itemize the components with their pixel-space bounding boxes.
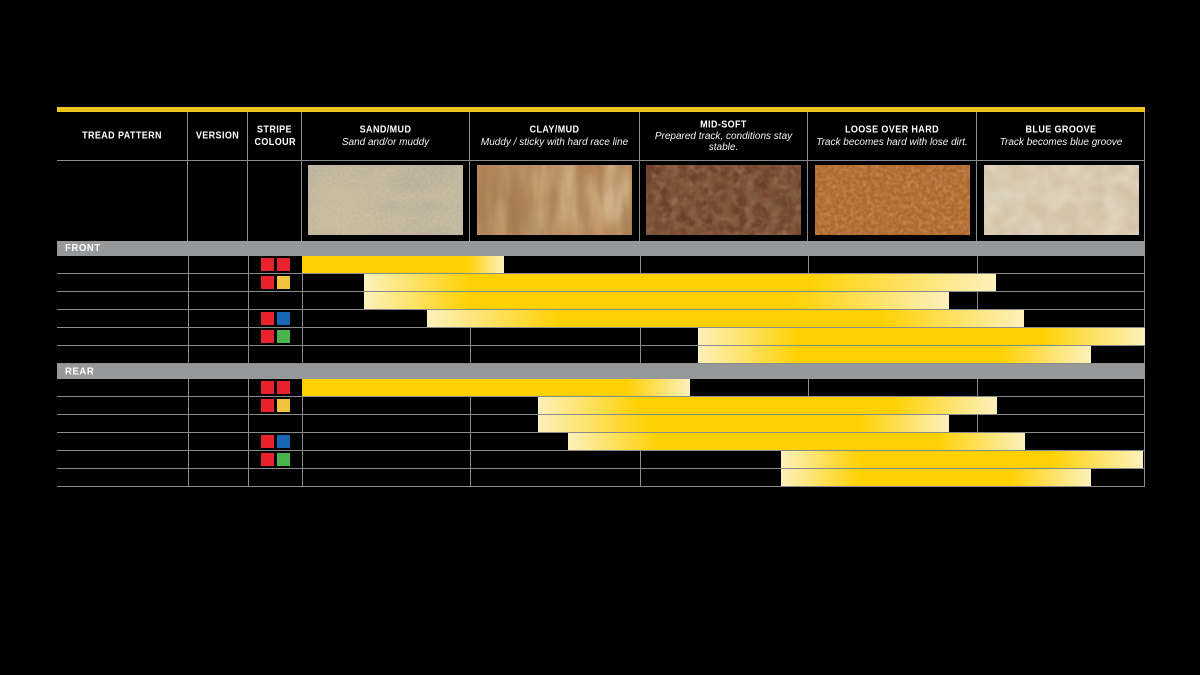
- column-gridline: [188, 256, 189, 364]
- accent-top-line: [57, 107, 1145, 112]
- column-title: BLUE GROOVE: [1025, 123, 1097, 135]
- section-label: FRONT: [65, 242, 101, 255]
- column-gridline: [248, 379, 249, 487]
- column-gridline: [188, 379, 189, 487]
- stripe-colour-swatch-green: [277, 453, 290, 466]
- mid-soft-terrain-image: [640, 161, 808, 241]
- column-subtitle: Muddy / sticky with hard race line: [480, 136, 629, 148]
- header-row: TREAD PATTERN VERSION STRIPE COLOUR SAND…: [57, 112, 1145, 161]
- suitability-bar: [427, 310, 1024, 327]
- clay-terrain-image: [470, 161, 640, 241]
- column-subtitle: Sand and/or muddy: [341, 136, 430, 148]
- column-header-stripe-colour: STRIPE COLOUR: [248, 112, 302, 160]
- column-gridline: [302, 379, 303, 487]
- stripe-colour-swatch-red: [261, 312, 274, 325]
- suitability-bar: [568, 433, 1025, 450]
- table-row: [57, 274, 1144, 292]
- column-header-sand-mud: SAND/MUD Sand and/or muddy: [302, 112, 470, 160]
- suitability-bar: [698, 346, 1091, 363]
- suitability-bar: [538, 415, 949, 432]
- column-title: LOOSE OVER HARD: [844, 123, 939, 135]
- chart-sections: FRONT REAR: [57, 241, 1145, 487]
- stripe-colour-swatch-red: [261, 453, 274, 466]
- column-header-blue-groove: BLUE GROOVE Track becomes blue groove: [977, 112, 1145, 160]
- column-title: STRIPE COLOUR: [254, 123, 296, 148]
- empty-cell: [248, 161, 302, 241]
- column-header-mid-soft: MID-SOFT Prepared track, conditions stay…: [640, 112, 808, 160]
- column-header-clay-mud: CLAY/MUD Muddy / sticky with hard race l…: [470, 112, 640, 160]
- stripe-colour-swatch-red: [261, 399, 274, 412]
- table-row: [57, 469, 1144, 487]
- stripe-colour-swatch-red: [261, 258, 274, 271]
- suitability-bar: [781, 451, 1143, 468]
- loose-over-hard-terrain-image: [808, 161, 977, 241]
- section-header-rear: REAR: [57, 364, 1145, 379]
- column-title: SAND/MUD: [359, 123, 412, 135]
- column-title: VERSION: [195, 129, 240, 142]
- suitability-bar: [538, 397, 997, 414]
- table-row: [57, 256, 1144, 274]
- suitability-bar: [781, 469, 1091, 486]
- column-title: MID-SOFT: [700, 117, 747, 130]
- section-rows-front: [57, 256, 1145, 364]
- stripe-colour-swatch-red: [261, 435, 274, 448]
- stripe-colour-swatch-red: [277, 381, 290, 394]
- suitability-bar: [302, 256, 504, 273]
- empty-cell: [57, 161, 188, 241]
- column-gridline: [302, 256, 303, 364]
- table-row: [57, 292, 1144, 310]
- suitability-bar: [698, 328, 1145, 345]
- sand-terrain-image: [302, 161, 470, 241]
- suitability-bar: [364, 292, 949, 309]
- table-row: [57, 397, 1144, 415]
- suitability-bar: [302, 379, 690, 396]
- suitability-bar: [364, 274, 996, 291]
- section-label: REAR: [65, 365, 95, 378]
- blue-groove-terrain-image: [977, 161, 1145, 241]
- stripe-colour-swatch-red: [261, 276, 274, 289]
- stripe-colour-swatch-red: [277, 258, 290, 271]
- column-gridline: [248, 256, 249, 364]
- section-rows-rear: [57, 379, 1145, 487]
- stripe-colour-swatch-green: [277, 330, 290, 343]
- column-subtitle: Prepared track, conditions stay stable.: [654, 130, 793, 154]
- stripe-colour-swatch-yellow: [277, 399, 290, 412]
- table-row: [57, 433, 1144, 451]
- column-subtitle: Track becomes hard with lose dirt.: [816, 136, 968, 148]
- column-subtitle: Track becomes blue groove: [999, 136, 1123, 148]
- column-header-tread-pattern: TREAD PATTERN: [57, 112, 188, 160]
- table-row: [57, 328, 1145, 346]
- column-title: CLAY/MUD: [529, 123, 580, 135]
- stripe-colour-swatch-blue: [277, 312, 290, 325]
- column-header-loose-over-hard: LOOSE OVER HARD Track becomes hard with …: [808, 112, 977, 160]
- table-row: [57, 379, 1144, 397]
- table-row: [57, 415, 1144, 433]
- column-gridline: [470, 379, 471, 487]
- column-header-version: VERSION: [188, 112, 248, 160]
- stripe-colour-swatch-blue: [277, 435, 290, 448]
- table-row: [57, 346, 1144, 364]
- stripe-colour-swatch-red: [261, 330, 274, 343]
- empty-cell: [188, 161, 248, 241]
- section-header-front: FRONT: [57, 241, 1145, 256]
- stripe-colour-swatch-yellow: [277, 276, 290, 289]
- tyre-selection-table: TREAD PATTERN VERSION STRIPE COLOUR SAND…: [57, 107, 1145, 487]
- column-title: TREAD PATTERN: [82, 129, 162, 142]
- table-row: [57, 451, 1144, 469]
- terrain-image-row: [57, 161, 1145, 241]
- table-row: [57, 310, 1144, 328]
- stripe-colour-swatch-red: [261, 381, 274, 394]
